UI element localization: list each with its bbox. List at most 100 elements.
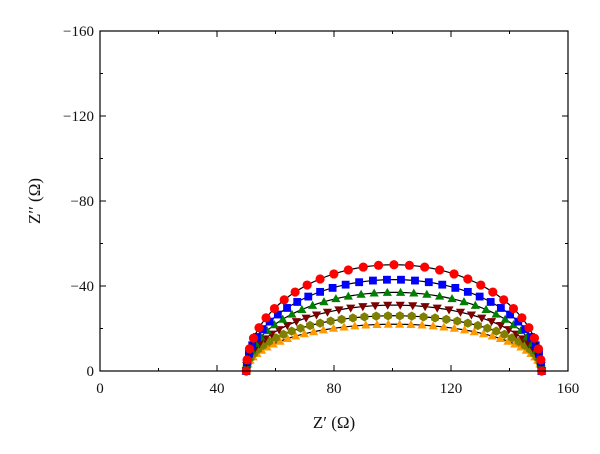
triangle-up-marker [339,322,349,331]
hexagon-marker [348,313,357,323]
circle-marker [279,295,289,305]
square-marker [475,292,484,301]
triangle-up-marker [422,289,432,298]
square-marker [293,298,302,306]
triangle-up-marker [369,288,379,297]
triangle-up-marker [269,320,280,329]
circle-marker [536,355,546,365]
circle-marker [533,344,544,354]
triangle-up-marker [282,333,293,343]
triangle-down-marker [322,308,333,317]
circle-marker [517,313,527,323]
circle-marker [254,323,264,333]
hexagon-marker [360,312,369,322]
circle-marker [290,287,300,297]
circle-marker [508,303,519,314]
triangle-up-marker [307,300,318,309]
triangle-down-marker [383,301,393,310]
square-marker [506,310,514,319]
triangle-up-marker [491,309,501,318]
triangle-down-marker [466,311,477,320]
square-marker [245,349,253,358]
triangle-down-marker [291,318,301,327]
triangle-up-marker [395,287,406,296]
triangle-up-marker [356,289,366,298]
circle-marker [315,274,325,284]
hexagon-marker [500,329,509,339]
square-marker [535,349,543,358]
triangle-up-marker [299,329,310,338]
circle-marker [343,265,353,275]
hexagon-marker [326,316,335,326]
hexagon-marker [419,312,428,322]
triangle-up-marker [361,320,371,329]
triangle-up-marker [470,300,480,309]
circle-marker [435,265,445,275]
hexagon-marker [431,313,440,323]
hexagon-marker [473,320,482,331]
triangle-up-marker [508,320,519,329]
triangle-up-marker [318,325,328,334]
circle-marker [244,344,255,354]
triangle-up-marker [510,339,520,348]
y-tick-label: 0 [87,364,95,380]
x-tick-label: 80 [327,381,342,397]
triangle-down-marker [301,314,311,323]
triangle-up-marker [478,329,489,338]
circle-marker [302,280,312,290]
triangle-up-marker [287,309,297,318]
hexagon-marker [306,320,315,331]
triangle-up-marker [406,319,416,329]
fit-line [245,279,543,372]
triangle-down-marker [408,302,418,311]
circle-marker [476,280,486,290]
triangle-down-marker [282,321,292,331]
hexagon-marker [453,316,462,326]
square-marker [514,317,523,326]
square-marker [397,275,405,284]
circle-marker [358,262,368,272]
triangle-up-marker [447,294,457,303]
triangle-down-marker [496,321,506,331]
square-marker [496,304,505,312]
hexagon-marker [271,333,280,343]
hexagon-marker [407,311,416,321]
square-marker [273,310,282,319]
x-tick-label: 120 [440,381,463,397]
hexagon-marker [483,323,492,333]
square-marker [411,276,419,285]
triangle-up-marker [268,339,278,348]
circle-marker [242,355,252,365]
plot-area [241,260,547,376]
triangle-up-marker [495,333,505,343]
triangle-up-marker [319,297,329,306]
square-marker [383,275,391,284]
hexagon-marker [279,329,288,339]
triangle-down-marker [420,303,430,312]
hexagon-marker [395,311,404,321]
triangle-up-marker [372,319,382,329]
series-0 [241,260,547,376]
triangle-down-marker [334,306,344,315]
triangle-up-marker [500,314,510,323]
axis-ticks: 0 40 80 120 160 −160 −120 −80 −40 0 [63,24,579,397]
triangle-up-marker [435,291,445,300]
y-tick-label: −80 [71,194,94,210]
series-4 [242,311,546,376]
triangle-up-marker [297,304,307,313]
fit-line [245,264,543,372]
square-marker [451,283,460,292]
triangle-up-marker [275,336,285,345]
triangle-down-marker [346,304,356,313]
circle-marker [329,269,339,279]
triangle-up-marker [428,321,438,330]
circle-marker [373,260,384,270]
hexagon-marker [337,314,346,324]
circle-marker [529,333,540,343]
circle-marker [524,323,534,333]
square-marker [328,283,337,292]
triangle-up-marker [481,304,491,313]
square-marker [369,276,377,285]
hexagon-marker [287,326,296,336]
